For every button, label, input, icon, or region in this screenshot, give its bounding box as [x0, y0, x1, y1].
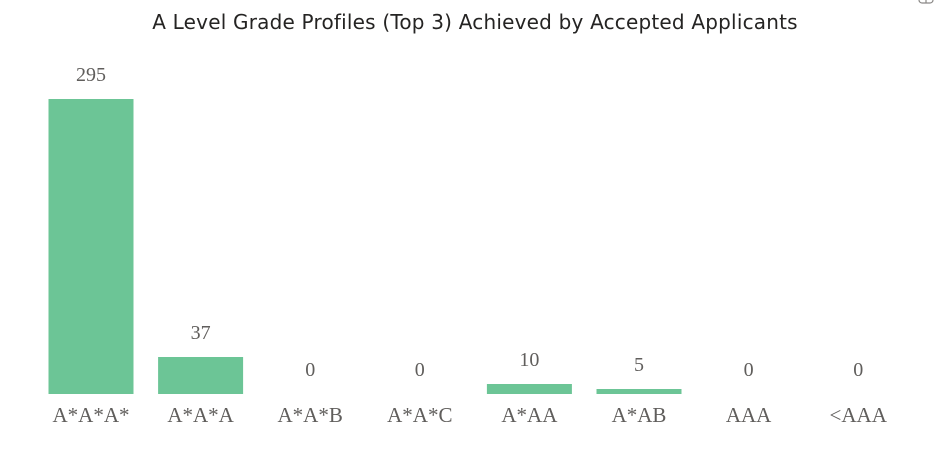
chart-title: A Level Grade Profiles (Top 3) Achieved … — [152, 10, 798, 34]
data-label-0: 295 — [76, 64, 106, 86]
data-label-5: 5 — [634, 354, 644, 376]
bar-0[interactable] — [48, 99, 134, 394]
focus-mode-icon[interactable] — [918, 0, 934, 4]
x-tick-label-4: A*AA — [501, 403, 558, 427]
x-tick-label-1: A*A*A — [167, 403, 234, 427]
x-tick-label-7: <AAA — [830, 403, 888, 427]
bar-1[interactable] — [158, 357, 244, 394]
x-tick-label-2: A*A*B — [278, 403, 343, 427]
data-label-4: 10 — [519, 349, 539, 371]
data-label-2: 0 — [305, 359, 315, 381]
x-tick-label-3: A*A*C — [387, 403, 452, 427]
x-tick-label-5: A*AB — [612, 403, 667, 427]
data-label-1: 37 — [191, 322, 211, 344]
x-tick-label-0: A*A*A* — [53, 403, 130, 427]
x-tick-label-6: AAA — [726, 403, 772, 427]
data-label-7: 0 — [853, 359, 863, 381]
data-label-6: 0 — [744, 359, 754, 381]
bar-4[interactable] — [486, 384, 572, 394]
bar-5[interactable] — [596, 389, 682, 394]
data-label-3: 0 — [415, 359, 425, 381]
